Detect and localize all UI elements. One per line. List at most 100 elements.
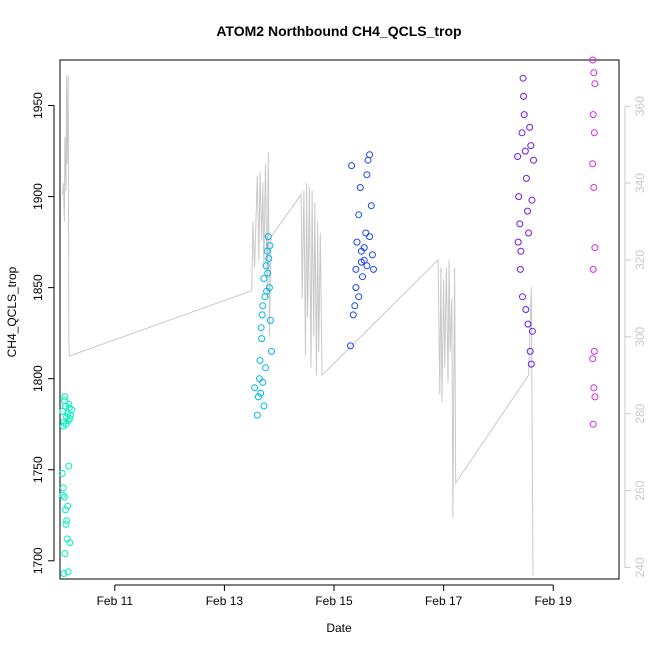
data-point [357,258,365,266]
data-point [66,415,74,423]
y-tick-label: 1800 [31,365,45,392]
y-tick-label: 1950 [31,92,45,119]
data-point [351,302,359,310]
data-point [591,80,599,88]
data-point [63,413,71,421]
series-5-points [589,56,599,428]
data-point [516,265,524,273]
data-point [62,506,69,514]
x-tick-label: Feb 11 [97,594,134,608]
data-point [266,242,274,250]
data-point [520,92,528,100]
data-point [522,306,530,313]
y-right-tick-label: 360 [633,96,647,116]
plot-frame [59,59,620,580]
data-point [256,357,264,364]
data-point [61,550,69,557]
data-point [367,202,375,210]
data-point [519,293,526,301]
data-point [64,502,72,510]
data-point [256,375,263,383]
data-point [257,389,265,397]
data-point [591,244,599,252]
data-point [68,406,75,414]
data-point [352,265,360,273]
data-point [363,262,371,270]
data-point [258,335,266,343]
axes-layer: Feb 11 Feb 13 Feb 15 Feb 17 Feb 19 1700 1750 18… [31,92,647,608]
data-point [366,151,374,159]
data-point [62,420,70,428]
data-point [59,491,67,499]
data-point [589,160,597,168]
altitude-line-layer [62,75,534,576]
data-point [60,570,68,577]
data-point [589,111,597,119]
data-point [591,393,599,401]
data-point [64,568,72,576]
data-point [522,174,530,182]
data-point [60,397,68,404]
data-point [527,142,535,150]
data-point [260,402,268,410]
data-point [263,247,271,255]
data-point [525,229,533,237]
data-point [590,69,598,77]
data-point [362,229,370,237]
series-4-points [514,74,537,368]
data-point [65,462,73,470]
data-point [590,347,598,355]
y-right-tick-label: 340 [633,173,647,193]
x-axis-label: Date [326,621,352,635]
data-point [264,269,272,277]
data-point [254,393,262,401]
data-point [520,111,528,119]
data-point [253,411,261,419]
data-point [352,284,360,292]
data-point [366,233,374,241]
data-point [524,207,531,215]
data-point [251,384,259,392]
data-point [265,255,273,262]
data-point [347,342,354,350]
data-point [65,404,73,412]
data-point [349,311,357,319]
x-tick-label: Feb 15 [315,594,353,608]
x-tick-label: Feb 19 [535,594,573,608]
data-point [518,129,526,137]
data-point [62,520,70,528]
data-point [262,262,270,270]
data-point [589,56,597,64]
data-point [519,74,527,82]
data-point [355,293,363,301]
x-tick-label: Feb 17 [425,594,463,608]
data-point [524,320,532,328]
data-point [257,324,265,332]
data-point [262,364,269,372]
data-point [65,400,73,408]
y-right-tick-label: 300 [633,326,647,346]
data-point [348,162,356,170]
data-point [264,233,272,241]
data-point [368,251,376,259]
y-tick-label: 1700 [31,547,45,574]
data-point [590,129,598,137]
data-point [359,273,366,281]
y-tick-label: 1750 [31,456,45,483]
data-point [59,484,67,492]
y-right-tick-label: 260 [633,480,647,500]
data-point [521,147,529,155]
y-tick-label: 1900 [31,183,45,210]
points-layer [58,56,599,577]
y-right-tick-label: 280 [633,403,647,423]
data-point [63,535,71,543]
data-point [353,238,361,246]
data-point [360,244,368,252]
data-point [259,302,267,310]
data-point [60,418,68,426]
data-point [60,493,68,501]
data-point [526,347,534,355]
data-point [58,469,66,477]
